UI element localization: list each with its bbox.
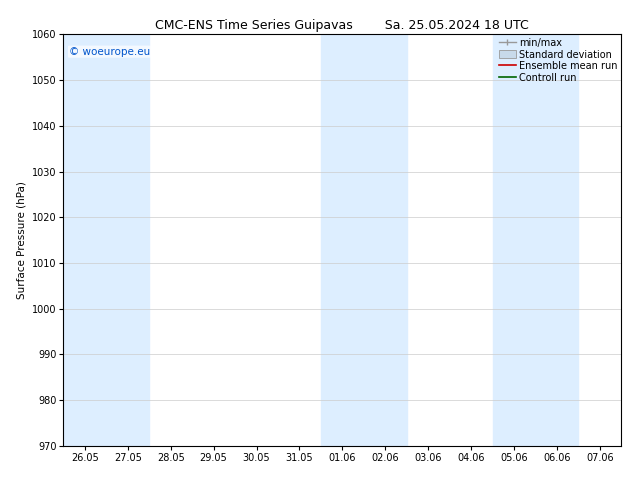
Text: © woeurope.eu: © woeurope.eu (69, 47, 150, 57)
Bar (364, 34, 407, 446)
Bar (493, 34, 536, 446)
Y-axis label: Surface Pressure (hPa): Surface Pressure (hPa) (16, 181, 26, 299)
Bar (63, 34, 107, 446)
Title: CMC-ENS Time Series Guipavas        Sa. 25.05.2024 18 UTC: CMC-ENS Time Series Guipavas Sa. 25.05.2… (155, 19, 529, 32)
Legend: min/max, Standard deviation, Ensemble mean run, Controll run: min/max, Standard deviation, Ensemble me… (496, 36, 619, 84)
Bar (536, 34, 578, 446)
Bar (107, 34, 149, 446)
Bar (321, 34, 364, 446)
